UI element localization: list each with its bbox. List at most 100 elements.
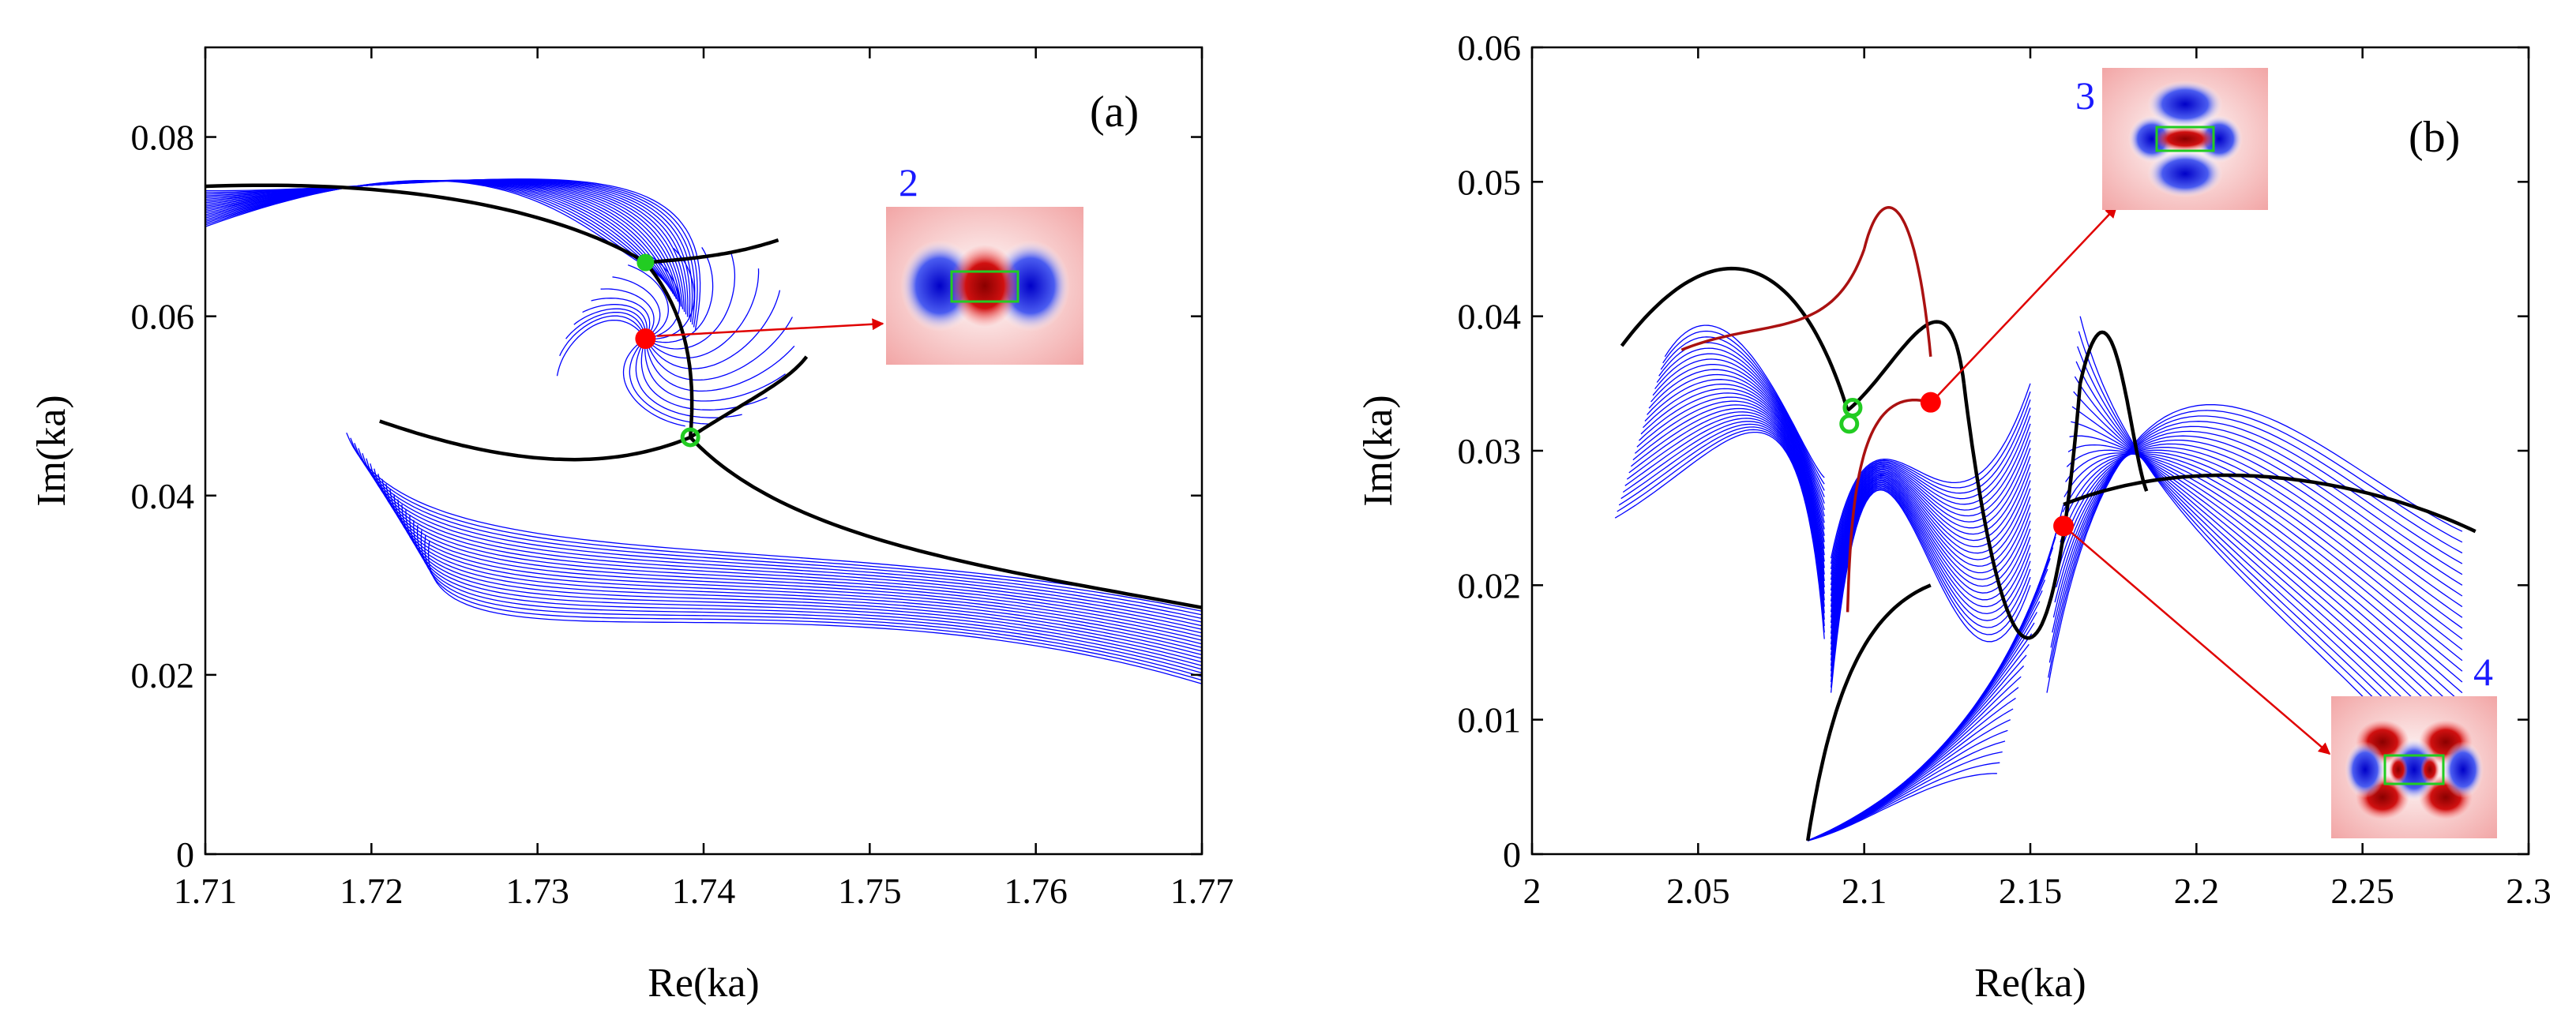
b-trajectory-left [1647,373,1825,536]
b-trajectory-right [2077,346,2463,780]
b-trajectory-center [1830,479,2031,650]
b-trajectory-bottom [1807,622,2035,841]
x-tick-label: 2.15 [1999,871,2063,911]
b-trajectory-center [1830,484,2031,672]
b-trajectory-left [1664,324,1825,478]
b-trajectory-right [2056,443,2463,618]
b-trajectory-right [2067,444,2463,704]
b-trajectory-center [1830,483,2031,666]
x-tick-label: 2.3 [2506,871,2552,911]
b-trajectory-bottom [1807,601,2041,841]
a-trajectory-fan [591,298,651,339]
b-trajectory-center [1830,476,2031,634]
b-trajectory-left [1652,358,1825,517]
b-trajectory-right [2052,425,2463,633]
b-trajectory-right [2054,435,2463,603]
b-highlight-right [2063,473,2476,534]
b-trajectory-right [2056,439,2463,608]
a-trajectory-fan [565,311,647,339]
b-trajectory-left [1620,423,1825,620]
marker-exceptional-point [636,253,655,272]
b-highlight-red-top [1863,206,1932,357]
b-trajectory-left [1624,418,1825,607]
x-tick-label: 1.77 [1170,871,1234,911]
a-trajectory-fan [622,338,685,427]
a-highlight-left [379,419,692,462]
marker-mode-4 [2053,515,2075,537]
x-tick-label: 2 [1523,871,1541,911]
a-trajectory-fan [645,247,714,343]
a-x-axis-label: Re(ka) [648,961,759,1006]
y-tick-label: 0.08 [131,118,195,158]
b-highlight-red-left [1680,248,1866,351]
y-tick-label: 0.02 [1458,565,1522,605]
b-trajectory-bottom [1807,547,2054,841]
a-trajectory-fan [645,254,681,339]
a-trajectory-lower [413,519,1203,670]
b-trajectory-center [1830,482,2031,661]
panel-label-b: (b) [2409,113,2460,162]
b-trajectories [1614,206,2476,841]
b-trajectory-right [2048,410,2463,678]
b-highlight-upper [1846,320,1966,412]
a-highlight-upper [205,183,647,264]
b-trajectory-left [1643,384,1825,549]
marker-mode-3 [1920,392,1941,413]
y-tick-label: 0.06 [131,297,195,337]
b-trajectory-bottom [1807,590,2043,841]
panel-label-a: (a) [1090,88,1139,137]
b-trajectory-left [1632,404,1825,581]
b-trajectory-left [1660,336,1825,491]
b-trajectory-right [2069,435,2463,715]
b-trajectory-center [1830,481,2031,655]
b-trajectory-center [1830,478,2031,645]
a-trajectory-fan [600,288,655,339]
x-tick-label: 1.72 [340,871,404,911]
b-trajectory-center [1830,463,2031,613]
b-trajectory-right [2058,447,2463,629]
inset-mode-3: 3 [1933,68,2268,401]
a-trajectory-fan [645,253,736,350]
b-highlight-left [1620,266,1849,411]
b-trajectory-center [1830,488,2031,688]
b-trajectory-right [2063,453,2463,672]
a-trajectory-fan [559,315,646,357]
marker-exceptional-point [680,427,700,448]
x-tick-label: 1.73 [505,871,569,911]
b-trajectory-left [1634,400,1825,575]
b-trajectory-right [2048,415,2463,663]
y-tick-label: 0 [1503,834,1521,875]
a-trajectory-fan [644,317,793,381]
a-trajectory-lower [346,433,1203,609]
panel-a: 2 1.71 1.72 1.73 1.74 1.75 1.76 1.77 0 0.02 0.04… [29,46,1234,1006]
a-trajectory-fan [612,276,661,339]
b-trajectory-left [1656,347,1825,504]
b-trajectory-left [1618,426,1825,627]
a-highlight-center [644,261,694,438]
b-trajectory-right [2074,376,2463,758]
a-trajectory-fan [640,338,768,410]
y-tick-label: 0.03 [1458,431,1522,471]
b-trajectory-left [1640,388,1825,556]
b-trajectory-right [2073,391,2463,748]
b-trajectory-right [2071,406,2463,737]
a-highlight-up [689,355,809,439]
b-trajectory-bottom [1807,633,2033,841]
inset-label-2: 2 [899,160,918,204]
b-trajectory-left [1626,414,1825,601]
y-tick-label: 0.02 [131,655,195,695]
marker-exceptional-point [1839,414,1860,434]
b-trajectory-center [1830,455,2031,607]
a-trajectory-fan [644,290,781,369]
x-tick-label: 2.1 [1842,871,1887,911]
b-trajectory-left [1636,396,1825,568]
b-trajectory-center [1830,485,2031,677]
y-tick-label: 0.06 [1458,28,1522,68]
a-trajectory-lower [354,443,1203,616]
panel-b: 3 4 2 2.05 2.1 2.15 2.2 2.25 2.3 0 0.01 0.02 0.03… [1356,28,2552,1006]
a-trajectory-lower [409,515,1203,666]
b-trajectory-right [2075,361,2463,769]
a-trajectory-lower [362,452,1203,623]
b-trajectory-bottom [1808,740,2006,841]
marker-mode-2 [635,328,656,350]
